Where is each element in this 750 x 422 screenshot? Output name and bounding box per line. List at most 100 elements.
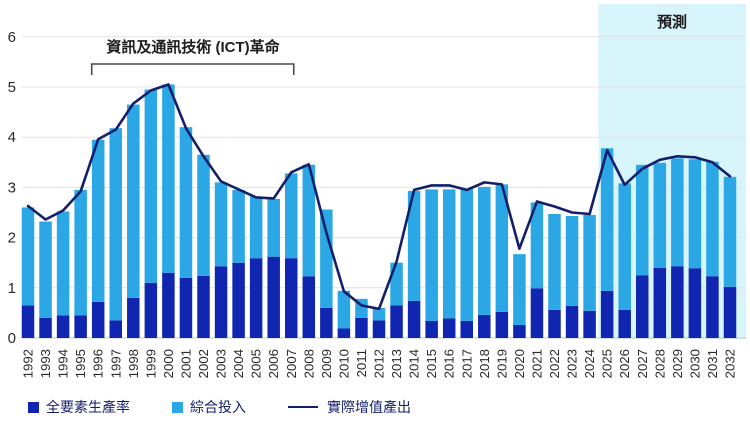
bar-segment-input <box>513 254 526 325</box>
x-tick-label: 1996 <box>91 349 106 378</box>
bar-segment-input <box>565 216 579 306</box>
bar-segment-tfp <box>706 276 719 338</box>
x-tick-label: 2024 <box>582 349 597 378</box>
bar-segment-tfp <box>249 258 263 338</box>
bar-segment-input <box>600 148 614 291</box>
bar-segment-tfp <box>214 266 228 338</box>
bar-segment-input <box>460 188 473 321</box>
bar-segment-tfp <box>460 320 473 338</box>
bar-segment-input <box>583 215 596 311</box>
bar-segment-input <box>267 198 280 257</box>
bar-segment-tfp <box>197 275 210 338</box>
y-tick-label: 3 <box>8 179 16 196</box>
bar-segment-tfp <box>495 311 509 338</box>
bar-segment-input <box>618 183 631 310</box>
x-tick-label: 2012 <box>372 349 387 378</box>
x-tick-label: 2001 <box>178 349 193 378</box>
bar-segment-input <box>144 89 158 283</box>
bar-segment-tfp <box>407 300 421 338</box>
chart-legend: 全要素生產率 綜合投入 實際增值產出 <box>28 397 453 417</box>
x-tick-label: 2025 <box>600 349 615 378</box>
output-line-swatch-icon <box>288 405 318 409</box>
bar-segment-input <box>723 176 737 287</box>
bar-segment-input <box>548 214 561 310</box>
bar-segment-input <box>127 104 140 298</box>
bar-segment-tfp <box>565 305 579 338</box>
bar-segment-tfp <box>232 262 245 338</box>
x-tick-label: 2030 <box>687 349 702 378</box>
bar-segment-input <box>232 189 245 263</box>
bar-segment-input <box>109 128 122 321</box>
x-tick-label: 2026 <box>617 349 632 378</box>
legend-label-tfp: 全要素生產率 <box>46 399 130 415</box>
bar-segment-input <box>91 139 105 302</box>
bar-segment-tfp <box>302 276 316 338</box>
bar-segment-tfp <box>478 314 491 338</box>
x-tick-label: 1994 <box>56 349 71 378</box>
x-tick-label: 2032 <box>723 349 738 378</box>
bar-segment-tfp <box>179 277 193 338</box>
x-tick-label: 2022 <box>547 349 562 378</box>
bar-segment-tfp <box>162 272 175 338</box>
y-tick-label: 0 <box>8 330 16 347</box>
composite-input-swatch-icon <box>172 401 183 413</box>
bar-segment-tfp <box>39 317 52 338</box>
bar-segment-tfp <box>530 288 544 338</box>
bar-segment-input <box>162 84 175 273</box>
x-tick-label: 2029 <box>670 349 685 378</box>
bar-segment-tfp <box>74 315 87 338</box>
y-tick-label: 2 <box>8 230 16 247</box>
bar-segment-tfp <box>320 307 333 338</box>
bar-segment-tfp <box>372 320 386 338</box>
x-tick-label: 2019 <box>494 349 509 378</box>
y-tick-label: 6 <box>8 29 16 46</box>
bar-segment-input <box>179 127 193 278</box>
bar-segment-input <box>249 196 263 259</box>
bar-segment-input <box>74 189 87 316</box>
bar-segment-tfp <box>653 267 667 338</box>
ict-bracket <box>90 63 295 75</box>
bar-segment-tfp <box>513 324 526 338</box>
output-line <box>26 83 732 311</box>
legend-label-output: 實際增值產出 <box>327 399 411 415</box>
x-tick-label: 2007 <box>284 349 299 378</box>
bar-segment-tfp <box>618 309 631 338</box>
bar-segment-tfp <box>548 309 561 338</box>
x-tick-label: 2018 <box>477 349 492 378</box>
bar-segment-tfp <box>21 305 35 338</box>
bar-segment-tfp <box>636 275 649 338</box>
bar-segment-input <box>706 161 719 277</box>
bar-segment-tfp <box>56 315 70 338</box>
bar-segment-input <box>56 211 70 316</box>
bar-segment-tfp <box>109 320 122 338</box>
bar-segment-tfp <box>355 317 368 338</box>
x-tick-label: 2028 <box>652 349 667 378</box>
x-tick-label: 2013 <box>389 349 404 378</box>
bar-segment-input <box>688 159 702 269</box>
bar-segment-tfp <box>723 286 737 338</box>
bar-segment-input <box>407 190 421 301</box>
x-tick-label: 1998 <box>126 349 141 378</box>
x-tick-label: 1992 <box>21 349 36 378</box>
legend-label-input: 綜合投入 <box>190 399 246 415</box>
bar-segment-input <box>390 262 403 306</box>
x-tick-label: 2015 <box>424 349 439 378</box>
y-tick-label: 5 <box>8 79 16 96</box>
y-tick-label: 4 <box>8 129 16 146</box>
x-tick-label: 1999 <box>143 349 158 378</box>
x-tick-label: 2017 <box>459 349 474 378</box>
bar-segment-input <box>478 186 491 315</box>
x-tick-label: 2010 <box>336 349 351 378</box>
x-tick-label: 2031 <box>705 349 720 378</box>
legend-item-input: 綜合投入 <box>172 397 246 417</box>
bar-segment-tfp <box>127 297 140 338</box>
bar-segment-tfp <box>91 301 105 338</box>
bar-segment-tfp <box>442 318 456 338</box>
bar-segment-input <box>372 307 386 321</box>
x-tick-label: 2021 <box>529 349 544 378</box>
x-tick-label: 1995 <box>73 349 88 378</box>
bar-segment-input <box>337 290 351 329</box>
bar-segment-tfp <box>144 282 158 338</box>
bar-segment-tfp <box>267 256 280 338</box>
